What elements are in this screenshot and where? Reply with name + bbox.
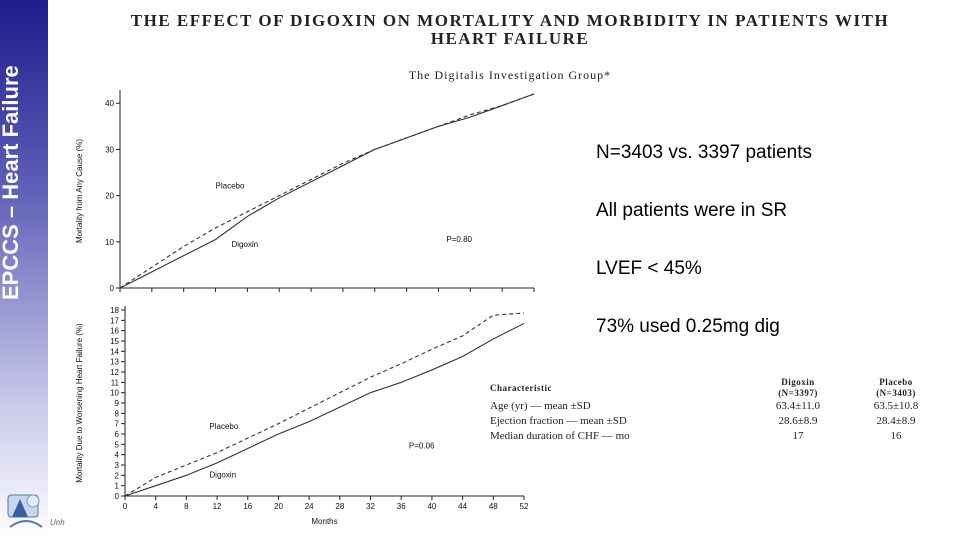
y-tick-label: 18 — [110, 306, 119, 315]
p-value-annotation: P=0.06 — [409, 441, 435, 450]
table-header-cell: Characteristic — [490, 382, 552, 393]
series-line-digoxin — [119, 93, 535, 289]
x-tick-label: 20 — [274, 502, 283, 511]
legend-label-placebo: Placebo — [216, 182, 245, 191]
table-header-cell: Placebo (N=3403) — [876, 377, 916, 398]
table-cell: 63.5±10.8 — [873, 400, 919, 412]
x-tick-label: 12 — [213, 502, 222, 511]
x-axis-label: Months — [311, 517, 337, 526]
series-line-placebo — [124, 312, 525, 497]
x-tick-label: 4 — [153, 502, 158, 511]
y-tick-label: 13 — [110, 358, 119, 367]
x-tick-label: 40 — [427, 502, 436, 511]
fact-rhythm: All patients were in SR — [596, 200, 788, 221]
fact-dose: 73% used 0.25mg dig — [596, 316, 780, 337]
y-tick-label: 14 — [110, 347, 119, 356]
fact-sample-size: N=3403 vs. 3397 patients — [596, 142, 813, 163]
x-tick-label: 48 — [489, 502, 498, 511]
y-tick-label: 11 — [111, 378, 120, 387]
y-tick-label: 12 — [110, 368, 119, 377]
paper-title-line2: HEART FAILURE — [430, 29, 590, 48]
y-tick-label: 40 — [105, 99, 114, 108]
y-tick-label: 0 — [115, 492, 120, 501]
x-tick-label: 36 — [397, 502, 406, 511]
y-tick-label: 2 — [115, 471, 120, 480]
y-tick-label: 16 — [110, 327, 119, 336]
sidebar-divider — [48, 0, 60, 540]
x-tick-label: 24 — [305, 502, 314, 511]
legend-label-placebo: Placebo — [209, 422, 238, 431]
y-tick-label: 8 — [115, 409, 120, 418]
y-tick-label: 9 — [115, 399, 120, 408]
y-tick-label: 10 — [105, 238, 114, 247]
y-tick-label: 3 — [115, 461, 120, 470]
x-tick-label: 52 — [520, 502, 529, 511]
y-tick-label: 17 — [110, 316, 119, 325]
paper-title: THE EFFECT OF DIGOXIN ON MORTALITY AND M… — [70, 12, 950, 48]
x-tick-label: 16 — [243, 502, 252, 511]
table-cell: 16 — [890, 430, 902, 442]
sidebar-title: EPCCS – Heart Failure — [0, 65, 23, 300]
table-row: Ejection fraction — mean ±SD 28.6±8.9 28… — [486, 414, 945, 429]
table-cell: Ejection fraction — mean ±SD — [490, 415, 627, 427]
y-tick-label: 10 — [110, 389, 119, 398]
legend-label-digoxin: Digoxin — [231, 240, 258, 249]
y-tick-label: 0 — [110, 284, 115, 293]
table-cell: 63.4±11.0 — [775, 400, 821, 412]
table-header-cell: Digoxin (N=3397) — [778, 377, 818, 398]
y-tick-label: 6 — [115, 430, 120, 439]
p-value-annotation: P=0.80 — [446, 235, 472, 244]
x-tick-label: 8 — [184, 502, 189, 511]
y-tick-label: 7 — [115, 420, 120, 429]
table-cell: Median duration of CHF — mo — [490, 430, 630, 442]
characteristics-table: Characteristic Digoxin (N=3397) Placebo … — [486, 377, 945, 444]
x-tick-label: 0 — [123, 502, 128, 511]
y-axis-label: Mortality Due to Worsening Heart Failure… — [75, 323, 84, 483]
y-tick-label: 30 — [105, 145, 114, 154]
x-tick-label: 32 — [366, 502, 375, 511]
y-tick-label: 4 — [115, 451, 120, 460]
x-tick-label: 44 — [458, 502, 467, 511]
series-line-digoxin — [124, 322, 525, 497]
y-tick-label: 5 — [115, 440, 120, 449]
table-row: Median duration of CHF — mo 17 16 — [486, 429, 945, 444]
y-tick-label: 15 — [110, 337, 119, 346]
y-tick-label: 1 — [115, 482, 120, 491]
series-line-placebo — [119, 93, 535, 289]
table-header-row: Characteristic Digoxin (N=3397) Placebo … — [486, 377, 945, 399]
table-row: Age (yr) — mean ±SD 63.4±11.0 63.5±10.8 — [486, 399, 945, 414]
table-cell: 28.4±8.9 — [876, 415, 916, 427]
mortality-any-cause-chart: 0 10 20 30 40 Mortality from Any Cause (%) Pla… — [75, 90, 535, 293]
paper-title-line1: THE EFFECT OF DIGOXIN ON MORTALITY AND M… — [130, 11, 890, 30]
logo-icon — [7, 494, 43, 528]
legend-label-digoxin: Digoxin — [209, 470, 236, 479]
table-cell: 17 — [792, 430, 804, 442]
y-tick-label: 20 — [105, 192, 114, 201]
x-tick-label: 28 — [335, 502, 344, 511]
fact-lvef: LVEF < 45% — [596, 258, 702, 279]
logo-caption: Unh — [50, 518, 65, 527]
y-axis-label: Mortality from Any Cause (%) — [75, 139, 84, 243]
table-cell: 28.6±8.9 — [778, 415, 818, 427]
table-cell: Age (yr) — mean ±SD — [490, 400, 591, 412]
paper-subtitle: The Digitalis Investigation Group* — [408, 68, 612, 82]
